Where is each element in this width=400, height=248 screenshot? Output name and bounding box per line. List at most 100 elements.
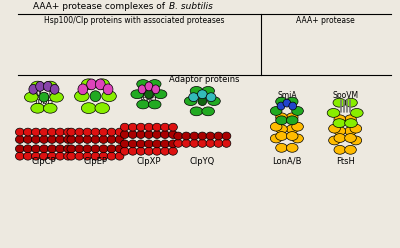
Ellipse shape bbox=[44, 81, 57, 91]
Ellipse shape bbox=[334, 145, 346, 154]
Ellipse shape bbox=[329, 124, 340, 133]
Ellipse shape bbox=[128, 123, 137, 131]
Ellipse shape bbox=[99, 135, 108, 143]
Text: AAA+ protease complexes of: AAA+ protease complexes of bbox=[34, 2, 168, 11]
Ellipse shape bbox=[32, 128, 40, 136]
Ellipse shape bbox=[120, 140, 129, 148]
Ellipse shape bbox=[67, 145, 76, 153]
Ellipse shape bbox=[90, 91, 101, 102]
Text: AAA+ protease: AAA+ protease bbox=[296, 16, 355, 25]
Text: Adaptor proteins: Adaptor proteins bbox=[169, 75, 240, 84]
Ellipse shape bbox=[81, 103, 96, 114]
Ellipse shape bbox=[276, 116, 287, 125]
Ellipse shape bbox=[56, 152, 64, 160]
Ellipse shape bbox=[286, 125, 298, 133]
Ellipse shape bbox=[131, 90, 144, 99]
Ellipse shape bbox=[103, 84, 113, 95]
Ellipse shape bbox=[16, 145, 24, 153]
Ellipse shape bbox=[214, 139, 223, 147]
Ellipse shape bbox=[137, 80, 149, 89]
Text: FtsH: FtsH bbox=[336, 156, 355, 166]
Ellipse shape bbox=[276, 113, 287, 122]
Ellipse shape bbox=[115, 152, 124, 160]
Ellipse shape bbox=[144, 90, 153, 99]
Ellipse shape bbox=[182, 139, 191, 147]
Ellipse shape bbox=[83, 152, 92, 160]
Ellipse shape bbox=[345, 98, 357, 107]
Ellipse shape bbox=[78, 84, 88, 95]
Ellipse shape bbox=[39, 92, 49, 102]
Text: MecA: MecA bbox=[34, 103, 54, 112]
Ellipse shape bbox=[91, 128, 100, 136]
Ellipse shape bbox=[16, 152, 24, 160]
Ellipse shape bbox=[276, 143, 287, 152]
Ellipse shape bbox=[152, 147, 161, 155]
Ellipse shape bbox=[334, 134, 346, 142]
Ellipse shape bbox=[136, 123, 145, 131]
Ellipse shape bbox=[128, 147, 137, 155]
Ellipse shape bbox=[334, 115, 346, 124]
Ellipse shape bbox=[283, 99, 291, 107]
Ellipse shape bbox=[286, 132, 298, 140]
Ellipse shape bbox=[206, 93, 216, 102]
Ellipse shape bbox=[292, 107, 303, 115]
Ellipse shape bbox=[74, 91, 89, 102]
Ellipse shape bbox=[206, 139, 215, 147]
Ellipse shape bbox=[145, 82, 153, 91]
Ellipse shape bbox=[345, 119, 357, 127]
Ellipse shape bbox=[24, 145, 32, 153]
Ellipse shape bbox=[24, 135, 32, 143]
Ellipse shape bbox=[24, 152, 32, 160]
Ellipse shape bbox=[96, 79, 105, 90]
Ellipse shape bbox=[32, 135, 40, 143]
Ellipse shape bbox=[152, 131, 161, 138]
Text: B. subtilis: B. subtilis bbox=[169, 2, 213, 11]
Ellipse shape bbox=[16, 128, 24, 136]
Ellipse shape bbox=[64, 152, 72, 160]
Ellipse shape bbox=[345, 134, 356, 142]
Ellipse shape bbox=[144, 123, 153, 131]
Ellipse shape bbox=[222, 132, 231, 140]
Ellipse shape bbox=[48, 135, 56, 143]
Ellipse shape bbox=[334, 127, 346, 135]
Text: ClpXP: ClpXP bbox=[137, 156, 161, 166]
Ellipse shape bbox=[44, 81, 52, 91]
Ellipse shape bbox=[99, 152, 108, 160]
Ellipse shape bbox=[350, 124, 362, 133]
Ellipse shape bbox=[277, 102, 285, 110]
Ellipse shape bbox=[67, 135, 76, 143]
Ellipse shape bbox=[107, 135, 116, 143]
Ellipse shape bbox=[91, 135, 100, 143]
Ellipse shape bbox=[81, 79, 96, 90]
Ellipse shape bbox=[128, 140, 137, 148]
Ellipse shape bbox=[83, 145, 92, 153]
Text: CmpA: CmpA bbox=[138, 91, 160, 100]
Ellipse shape bbox=[67, 128, 76, 136]
Ellipse shape bbox=[91, 152, 100, 160]
Ellipse shape bbox=[138, 85, 146, 94]
Ellipse shape bbox=[115, 145, 124, 153]
Ellipse shape bbox=[327, 108, 340, 117]
Ellipse shape bbox=[152, 123, 161, 131]
Ellipse shape bbox=[95, 103, 110, 114]
Text: ClpCP: ClpCP bbox=[32, 156, 56, 166]
Ellipse shape bbox=[75, 145, 84, 153]
Ellipse shape bbox=[36, 81, 44, 91]
Ellipse shape bbox=[56, 135, 64, 143]
Ellipse shape bbox=[50, 84, 59, 94]
Ellipse shape bbox=[64, 135, 72, 143]
Ellipse shape bbox=[107, 128, 116, 136]
Ellipse shape bbox=[44, 103, 57, 113]
Ellipse shape bbox=[214, 132, 223, 140]
Text: ClpYQ: ClpYQ bbox=[190, 156, 215, 166]
Ellipse shape bbox=[50, 92, 63, 102]
Ellipse shape bbox=[182, 132, 191, 140]
Ellipse shape bbox=[152, 140, 161, 148]
Ellipse shape bbox=[137, 100, 149, 109]
Ellipse shape bbox=[208, 97, 220, 106]
Ellipse shape bbox=[270, 122, 282, 131]
Ellipse shape bbox=[136, 140, 145, 148]
Text: ?: ? bbox=[94, 91, 98, 100]
Ellipse shape bbox=[64, 128, 72, 136]
Ellipse shape bbox=[120, 131, 129, 138]
